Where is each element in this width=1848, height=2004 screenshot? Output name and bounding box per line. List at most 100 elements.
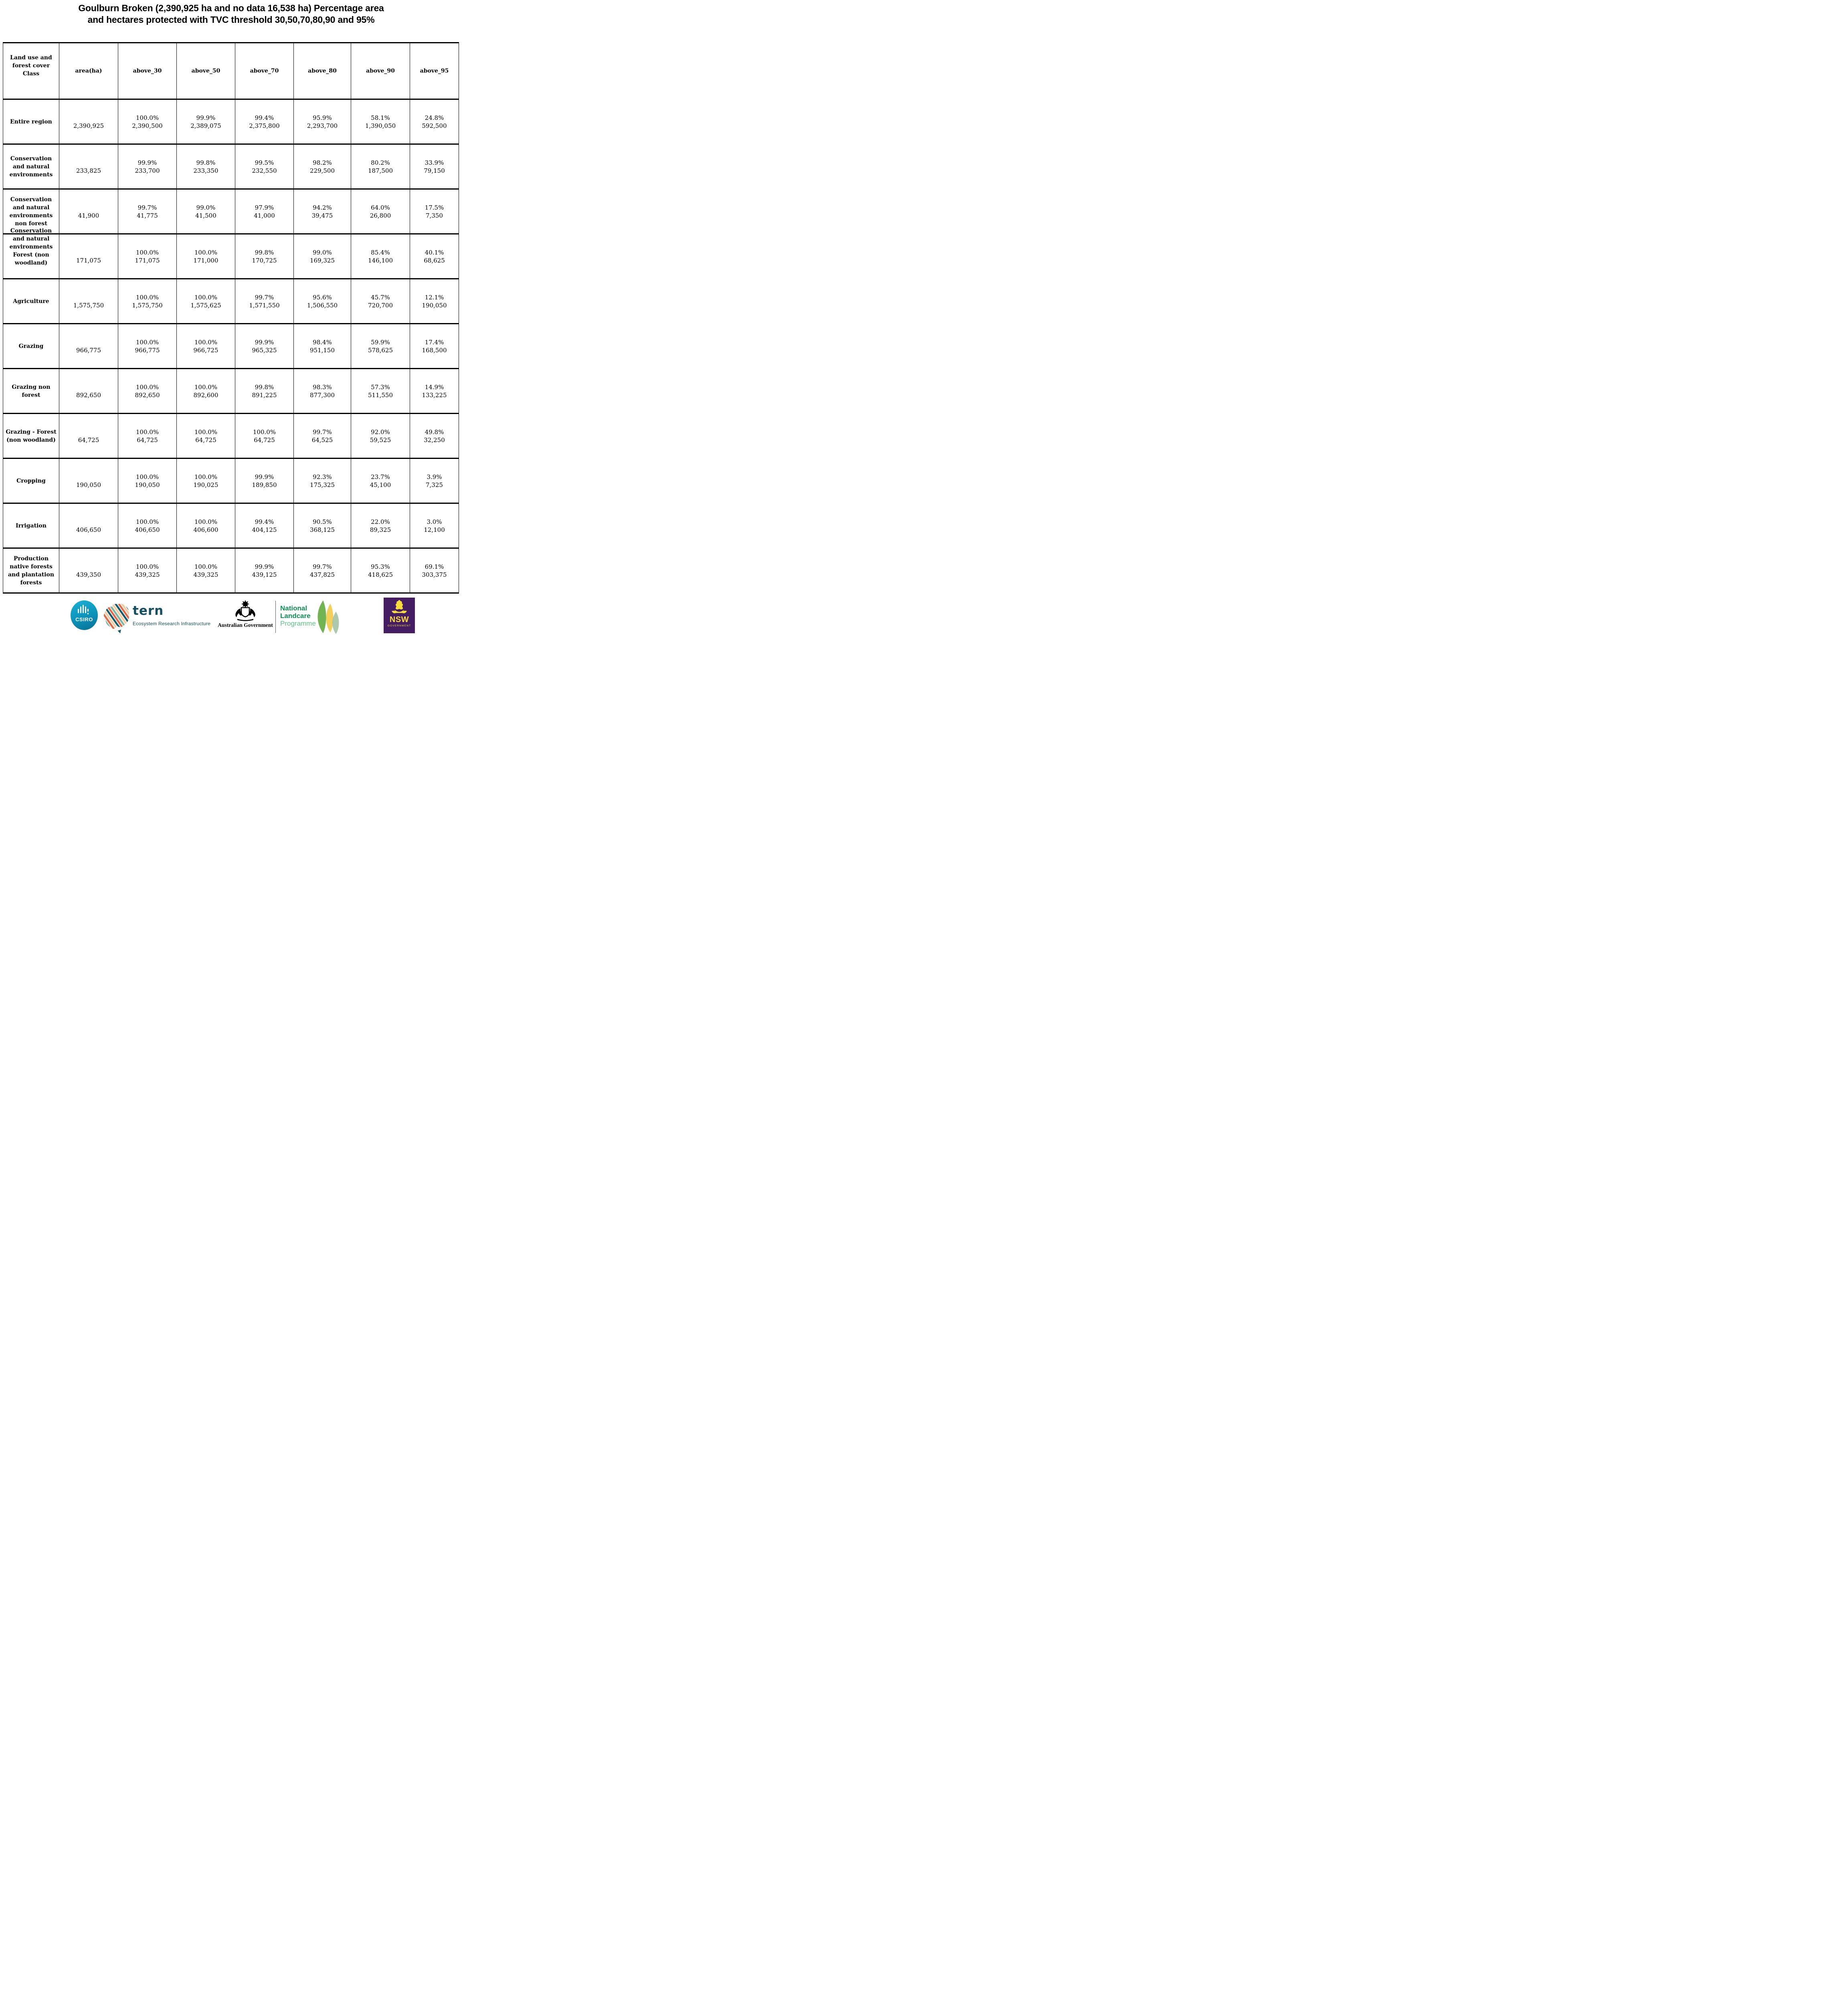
column-header-above50: above_50: [176, 42, 235, 100]
data-cell: 100.0% 64,725: [235, 413, 294, 459]
data-cell: 99.9% 965,325: [235, 323, 294, 369]
data-cell: 100.0% 1,575,750: [118, 278, 177, 324]
data-cell: 99.0% 41,500: [176, 188, 235, 234]
data-cell: 95.9% 2,293,700: [293, 99, 351, 145]
table-row-irrigation: Irrigation 406,650 100.0% 406,650 100.0% 4…: [3, 503, 459, 549]
data-cell: 99.4% 404,125: [235, 503, 294, 549]
table-row-production-forests: Production native forests and plantation…: [3, 547, 459, 594]
row-label: Conservation and natural environments Fo…: [3, 228, 59, 279]
data-cell: 99.7% 437,825: [293, 547, 351, 594]
table-row-entire-region: Entire region 2,390,925 100.0% 2,390,500 …: [3, 99, 459, 145]
landcare-line3: Programme: [280, 620, 316, 627]
table-row-grazing-forest: Grazing - Forest (non woodland) 64,725 1…: [3, 413, 459, 459]
data-cell: 99.9% 233,700: [118, 143, 177, 190]
logo-divider: [275, 601, 276, 633]
data-cell: 99.4% 2,375,800: [235, 99, 294, 145]
data-cell: 69.1% 303,375: [410, 547, 459, 594]
data-cell: 100.0% 892,650: [118, 368, 177, 414]
data-cell: 24.8% 592,500: [410, 99, 459, 145]
area-cell: 2,390,925: [59, 99, 118, 145]
australian-government-label: Australian Government: [218, 622, 273, 628]
landcare-leaves-icon: [317, 600, 339, 634]
data-cell: 100.0% 406,650: [118, 503, 177, 549]
data-cell: 64.0% 26,800: [351, 188, 410, 234]
data-cell: 99.7% 1,571,550: [235, 278, 294, 324]
table-row-conservation: Conservation and natural environments 23…: [3, 143, 459, 190]
data-cell: 99.7% 41,775: [118, 188, 177, 234]
data-cell: 99.5% 232,550: [235, 143, 294, 190]
data-cell: 17.5% 7,350: [410, 188, 459, 234]
row-label: Production native forests and plantation…: [3, 547, 59, 594]
area-cell: 190,050: [59, 458, 118, 504]
data-cell: 100.0% 1,575,625: [176, 278, 235, 324]
area-cell: 439,350: [59, 547, 118, 594]
data-cell: 57.3% 511,550: [351, 368, 410, 414]
data-cell: 100.0% 64,725: [118, 413, 177, 459]
table-row-cropping: Cropping 190,050 100.0% 190,050 100.0% 190…: [3, 458, 459, 504]
data-cell: 100.0% 64,725: [176, 413, 235, 459]
data-cell: 59.9% 578,625: [351, 323, 410, 369]
coat-of-arms-icon: [235, 600, 255, 621]
row-label: Irrigation: [3, 503, 59, 549]
nsw-sublabel: GOVERNMENT: [387, 624, 411, 627]
tern-wordmark: tern: [133, 604, 164, 618]
csiro-logo: CSIRO: [71, 600, 98, 630]
area-cell: 966,775: [59, 323, 118, 369]
row-label: Cropping: [3, 458, 59, 504]
nsw-label: NSW: [389, 615, 409, 624]
row-label: Grazing: [3, 323, 59, 369]
data-cell: 95.6% 1,506,550: [293, 278, 351, 324]
data-cell: 45.7% 720,700: [351, 278, 410, 324]
data-cell: 80.2% 187,500: [351, 143, 410, 190]
table-row-conservation-non-forest: Conservation and natural environments no…: [3, 188, 459, 234]
data-cell: 99.8% 891,225: [235, 368, 294, 414]
nsw-government-logo: NSW GOVERNMENT: [384, 598, 415, 633]
landcare-logo: National Landcare Programme: [280, 604, 316, 627]
page-title-line1: Goulburn Broken (2,390,925 ha and no dat…: [78, 3, 384, 13]
data-cell: 100.0% 171,075: [118, 233, 177, 279]
table-row-conservation-forest: Conservation and natural environments Fo…: [3, 228, 459, 279]
area-cell: 406,650: [59, 503, 118, 549]
landcare-line1: National: [280, 604, 307, 612]
page-title: Goulburn Broken (2,390,925 ha and no dat…: [0, 2, 462, 26]
data-cell: 97.9% 41,000: [235, 188, 294, 234]
data-cell: 99.7% 64,525: [293, 413, 351, 459]
data-cell: 99.9% 2,389,075: [176, 99, 235, 145]
data-cell: 99.9% 189,850: [235, 458, 294, 504]
data-cell: 85.4% 146,100: [351, 233, 410, 279]
column-header-above30: above_30: [118, 42, 177, 100]
data-cell: 94.2% 39,475: [293, 188, 351, 234]
header-row: Land use and forest cover Class area(ha)…: [3, 42, 459, 100]
data-cell: 22.0% 89,325: [351, 503, 410, 549]
data-cell: 100.0% 439,325: [176, 547, 235, 594]
column-header-above95: above_95: [410, 42, 459, 100]
data-cell: 100.0% 406,600: [176, 503, 235, 549]
column-header-above70: above_70: [235, 42, 294, 100]
data-cell: 33.9% 79,150: [410, 143, 459, 190]
area-cell: 64,725: [59, 413, 118, 459]
data-cell: 3.0% 12,100: [410, 503, 459, 549]
area-cell: 171,075: [59, 233, 118, 279]
area-cell: 1,575,750: [59, 278, 118, 324]
row-label: Conservation and natural environments: [3, 143, 59, 190]
area-cell: 892,650: [59, 368, 118, 414]
page-title-line2: and hectares protected with TVC threshol…: [87, 14, 375, 25]
data-cell: 100.0% 2,390,500: [118, 99, 177, 145]
data-cell: 99.0% 169,325: [293, 233, 351, 279]
data-cell: 99.9% 439,125: [235, 547, 294, 594]
data-cell: 58.1% 1,390,050: [351, 99, 410, 145]
csiro-label: CSIRO: [75, 616, 93, 622]
row-label: Grazing non forest: [3, 368, 59, 414]
data-cell: 3.9% 7,325: [410, 458, 459, 504]
data-cell: 99.8% 170,725: [235, 233, 294, 279]
data-cell: 100.0% 190,050: [118, 458, 177, 504]
data-cell: 92.3% 175,325: [293, 458, 351, 504]
table-row-grazing: Grazing 966,775 100.0% 966,775 100.0% 966,…: [3, 323, 459, 369]
row-label: Entire region: [3, 99, 59, 145]
data-cell: 98.3% 877,300: [293, 368, 351, 414]
data-cell: 12.1% 190,050: [410, 278, 459, 324]
data-cell: 90.5% 368,125: [293, 503, 351, 549]
tern-tagline: Ecosystem Research Infrastructure: [133, 621, 211, 626]
landcare-line2: Landcare: [280, 612, 311, 620]
column-header-above80: above_80: [293, 42, 351, 100]
